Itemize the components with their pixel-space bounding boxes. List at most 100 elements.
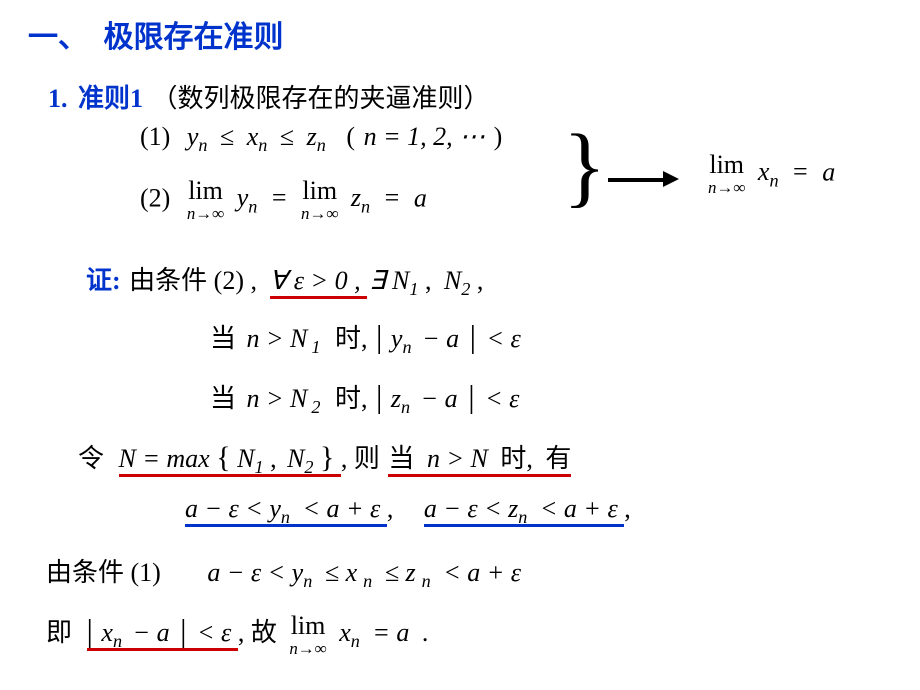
cond2-lim1: lim <box>187 178 224 204</box>
by-cond1-line: 由条件 (1) a − ε < yn ≤ xn ≤ zn < a + ε <box>46 552 521 592</box>
big-brace: } <box>563 122 606 212</box>
l6-when: 当 <box>388 444 414 473</box>
l9-xn2: n <box>351 631 360 651</box>
cond2-label: (2) <box>140 183 170 212</box>
l5-abs-open: | <box>376 378 382 414</box>
l4-ngt: n > N <box>247 324 308 353</box>
when-n2-line: 当 n > N2 时, | zn − a | < ε <box>210 378 519 418</box>
cond2-zn: n <box>361 197 370 217</box>
cond1-z: z <box>307 122 317 151</box>
l4-yn: n <box>402 337 411 357</box>
cond2-yn: n <box>248 197 257 217</box>
heading-paren: （数列极限存在的夹逼准则） <box>152 84 490 113</box>
proof-n2-sub: 2 <box>461 279 470 299</box>
cond2-sub1: n→∞ <box>187 206 224 223</box>
cond2-y: y <box>237 183 249 212</box>
l6-two: 2 <box>304 457 313 477</box>
cond2-sub2: n→∞ <box>301 206 338 223</box>
l7-yn: n <box>281 507 290 527</box>
subsection-heading: 1. 准则1 （数列极限存在的夹逼准则） <box>48 78 490 115</box>
l9-lt-eps: < ε <box>197 618 231 647</box>
cond1-zn: n <box>317 135 326 155</box>
cond2-eq2: = <box>385 183 400 212</box>
proof-exists: ∃ N <box>369 266 409 295</box>
cond2-eq1: = <box>272 183 287 212</box>
l8-yn: n <box>303 571 312 591</box>
l8-xn: n <box>363 571 372 591</box>
l8-zn: n <box>422 571 431 591</box>
l5-two: 2 <box>311 397 320 417</box>
conclusion-line: 即 | xn − a | < ε , 故 lim n→∞ xn = a . <box>46 612 428 657</box>
cond1-paren-open: ( <box>346 122 355 151</box>
implies-arrow <box>608 162 679 192</box>
l5-abs-close: | <box>468 378 474 414</box>
l9-sub: n→∞ <box>289 641 326 658</box>
l8-le: ≤ x <box>325 558 357 587</box>
l9-lim: lim <box>289 613 326 639</box>
l6-N1: N <box>237 444 254 473</box>
condition-2: (2) lim n→∞ yn = lim n→∞ zn = a <box>140 178 427 223</box>
proof-by2: 由条件 (2) , <box>129 266 257 295</box>
cond1-paren-close: ) <box>494 122 503 151</box>
l4-abs-close: | <box>470 318 476 354</box>
l7-ineq-z: a − ε < z <box>424 494 518 523</box>
l7-comma: , <box>387 494 394 523</box>
l8-ineq: a − ε < y <box>207 558 303 587</box>
l9-eq-a: = a <box>372 618 409 647</box>
l4-lt-eps: < ε <box>487 324 521 353</box>
l8-by1: 由条件 (1) <box>46 558 161 587</box>
result-xn: n <box>769 171 778 191</box>
proof-comma: , <box>425 266 432 295</box>
heading-name: 准则1 <box>78 84 143 113</box>
l9-abs-open: | <box>87 612 93 648</box>
l8-le2: ≤ z <box>385 558 416 587</box>
epsilon-bounds-line: a − ε < yn < a + ε , a − ε < zn < a + ε … <box>185 494 631 528</box>
l6-have: 有 <box>545 444 571 473</box>
cond1-le2: ≤ <box>280 122 294 151</box>
l5-lt-eps: < ε <box>485 384 519 413</box>
section-title: 一、 极限存在准则 <box>28 12 284 56</box>
proof-comma2: , <box>477 266 484 295</box>
l9-minus-a: − a <box>133 618 170 647</box>
title-text: 极限存在准则 <box>104 21 284 54</box>
l4-one: 1 <box>311 337 320 357</box>
heading-num: 1. <box>48 84 68 113</box>
l5-z: z <box>391 384 401 413</box>
result-limit: lim n→∞ xn = a <box>708 152 835 197</box>
l6-N-eq: N = max <box>119 444 210 473</box>
l7-comma2: , <box>624 494 631 523</box>
l9-x: x <box>101 618 113 647</box>
l9-abs-close: | <box>180 612 186 648</box>
proof-n1-sub: 1 <box>409 279 418 299</box>
let-N-max-line: 令 N = max { N1 , N2 } , 则 当 n > N 时, 有 <box>78 438 571 478</box>
cond1-n-eq: n = 1, 2, ⋯ <box>364 122 486 151</box>
l6-then: , 则 <box>341 444 380 473</box>
l5-ngt: n > N <box>247 384 308 413</box>
result-eq: = <box>793 157 808 186</box>
l6-comma: , <box>270 444 277 473</box>
l7-lt2: < a + ε <box>540 494 618 523</box>
proof-forall: ∀ ε > 0 , <box>270 266 361 295</box>
result-sub: n→∞ <box>708 180 745 197</box>
proof-n2: N <box>444 266 461 295</box>
l4-abs-open: | <box>376 318 382 354</box>
l9-period: . <box>422 618 429 647</box>
l4-minus-a: − a <box>422 324 459 353</box>
l5-when2: 时, <box>335 384 368 413</box>
l6-let: 令 <box>78 444 104 473</box>
cond1-le1: ≤ <box>220 122 234 151</box>
condition-1: (1) yn ≤ xn ≤ zn ( n = 1, 2, ⋯ ) <box>140 122 502 156</box>
l6-ngtN: n > N <box>427 444 488 473</box>
l4-when2: 时, <box>335 324 368 353</box>
result-x: x <box>758 157 770 186</box>
l6-one: 1 <box>254 457 263 477</box>
l7-lt: < a + ε <box>302 494 380 523</box>
when-n1-line: 当 n > N1 时, | yn − a | < ε <box>210 318 521 358</box>
l6-N2: N <box>287 444 304 473</box>
result-a: a <box>822 157 835 186</box>
l4-y: y <box>391 324 403 353</box>
l8-lt: < a + ε <box>443 558 521 587</box>
l6-when2: 时, <box>500 444 533 473</box>
proof-line: 证: 由条件 (2) , ∀ ε > 0 , ∃ N1 , N2 , <box>86 260 483 300</box>
l7-zn: n <box>518 507 527 527</box>
